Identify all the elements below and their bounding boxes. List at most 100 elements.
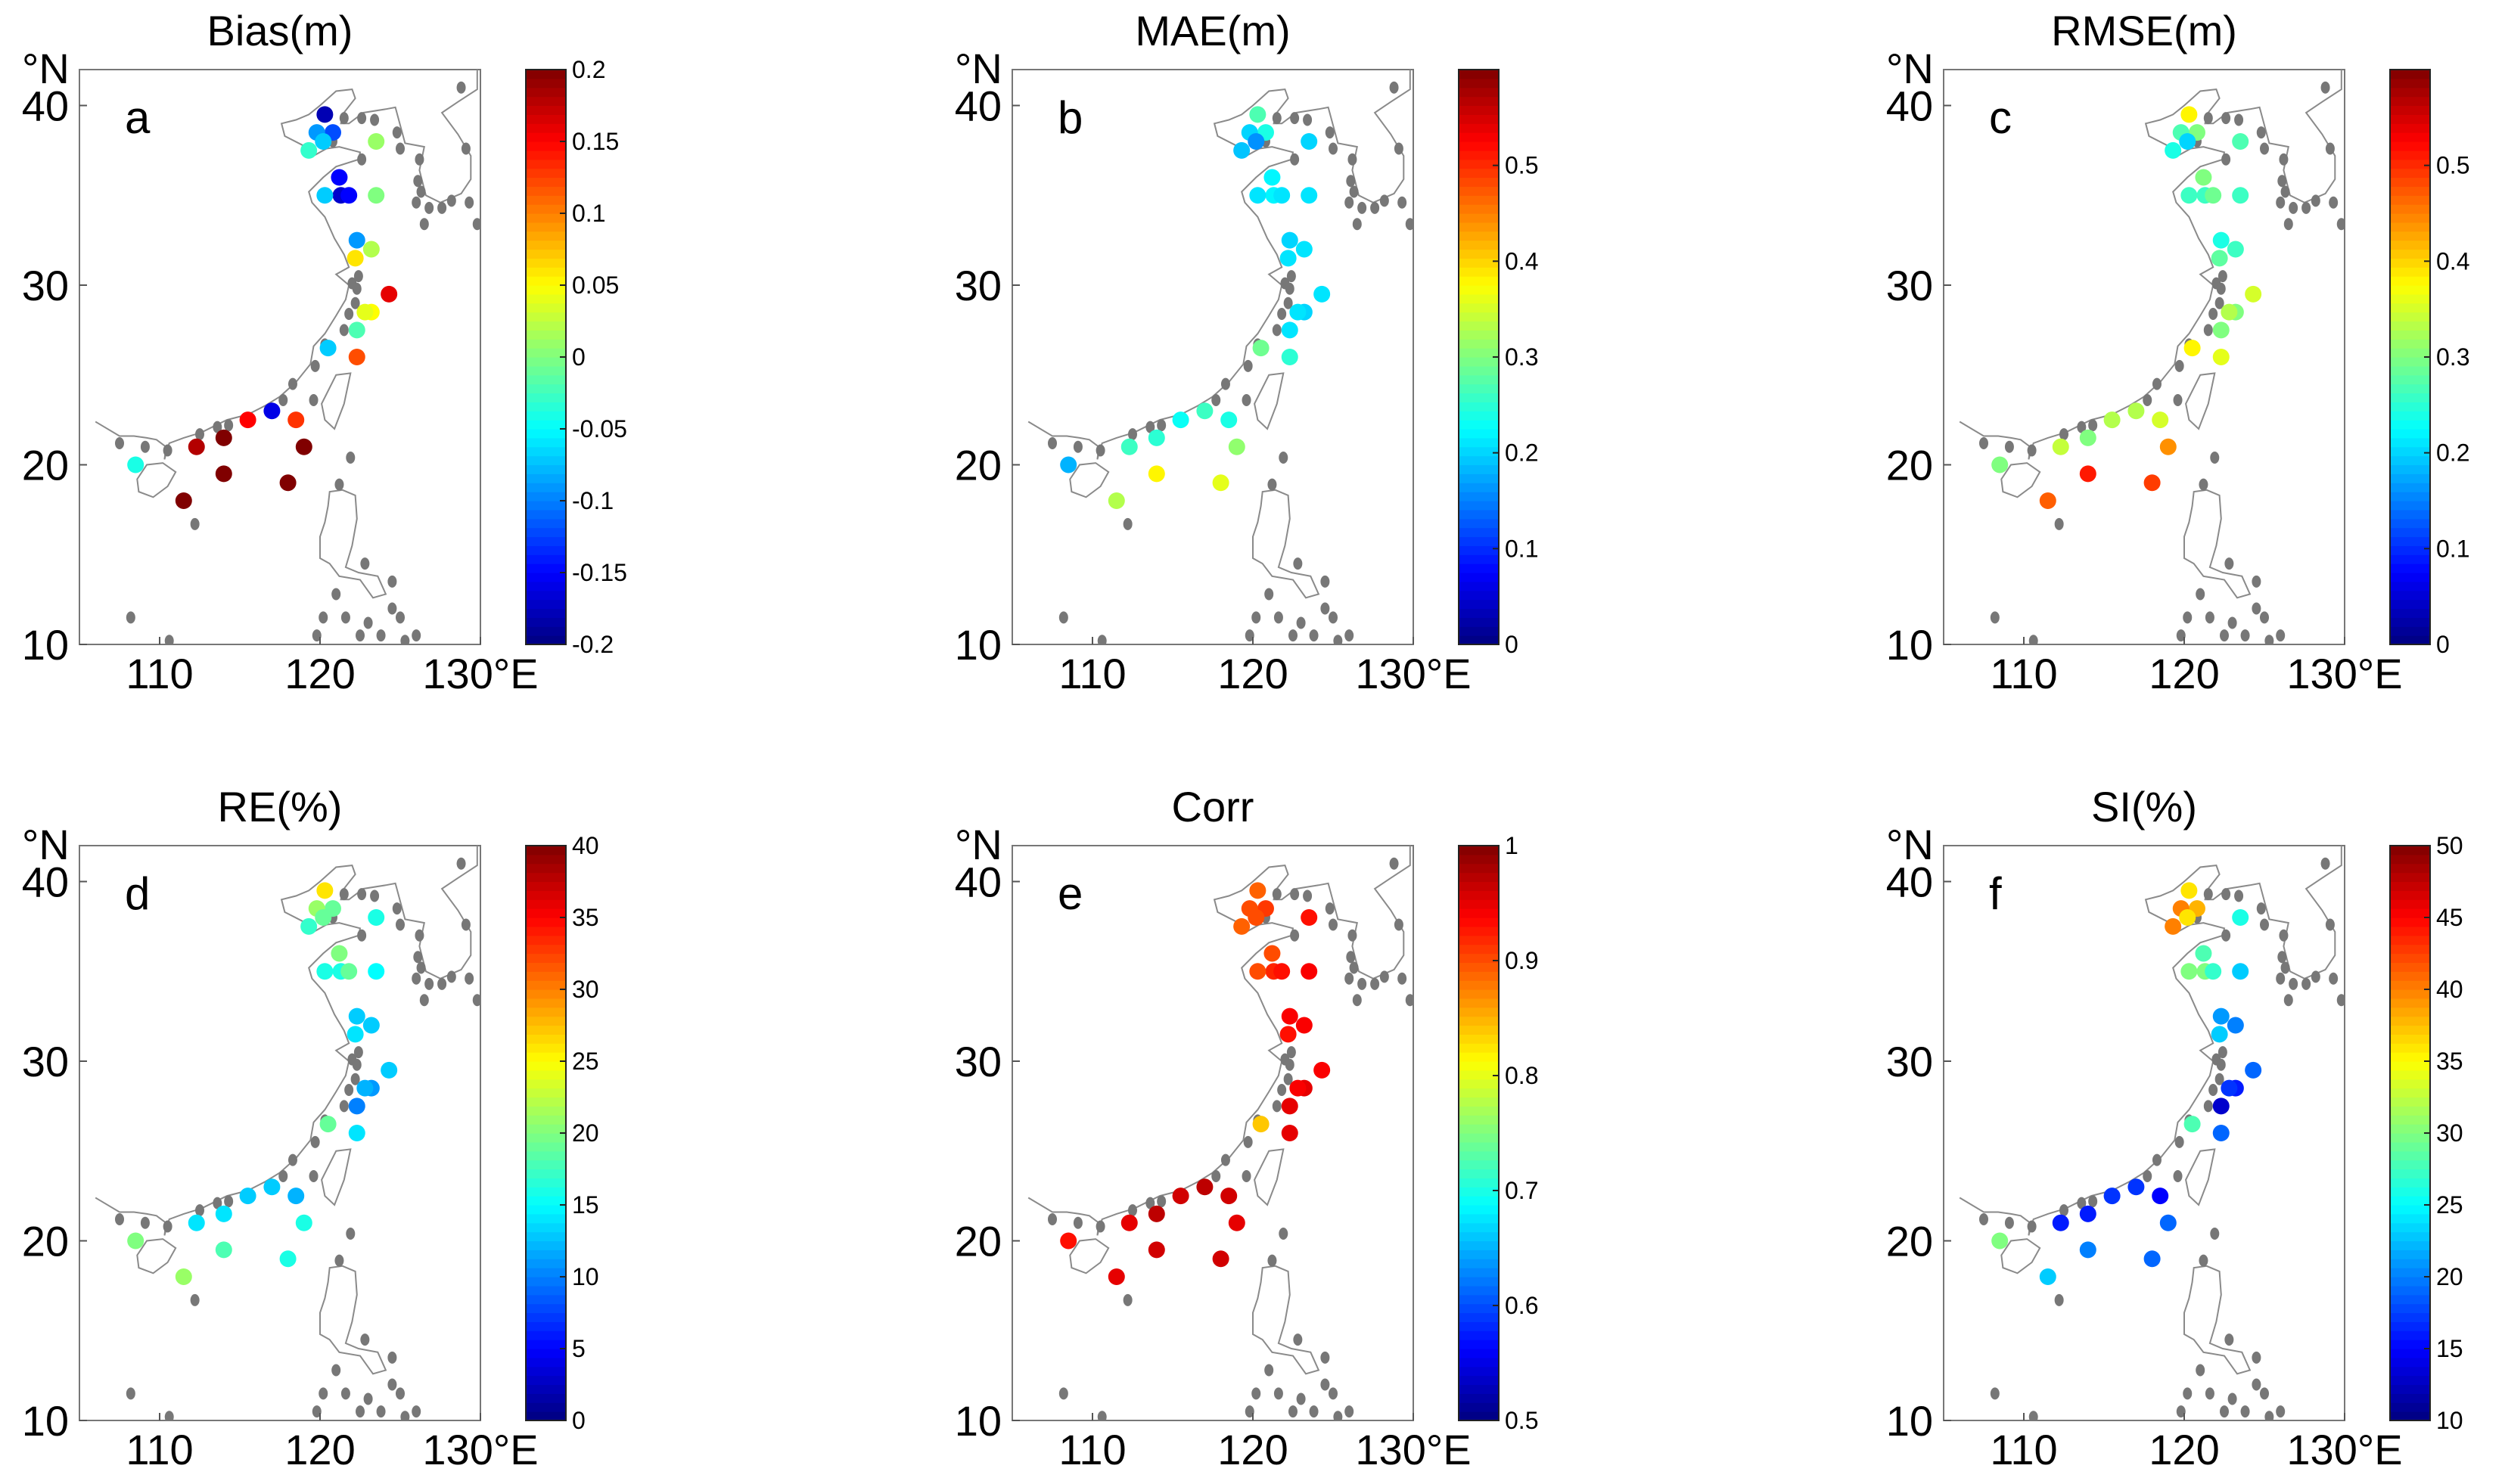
colorbar-segment (1459, 1124, 1499, 1134)
colorbar-segment (526, 917, 566, 927)
colorbar-segment (526, 240, 566, 250)
colorbar-segment (526, 1259, 566, 1268)
island-marker (1145, 421, 1155, 433)
colorbar-segment (2390, 365, 2430, 376)
island-marker (1394, 142, 1403, 155)
colorbar-segment (526, 1222, 566, 1233)
colorbar-segment (1459, 1088, 1499, 1098)
island-marker (1349, 185, 1359, 198)
colorbar-segment (2390, 1097, 2430, 1107)
station-point (1991, 456, 2009, 473)
island-marker (164, 635, 174, 644)
colorbar-segment (526, 908, 566, 918)
island-marker (2203, 324, 2213, 337)
island-marker (387, 1378, 397, 1391)
colorbar-segment (1459, 1366, 1499, 1377)
colorbar-tick-label: 10 (2436, 1407, 2463, 1434)
island-marker (312, 629, 322, 642)
colorbar-segment (1459, 1196, 1499, 1206)
island-marker (319, 1387, 328, 1400)
island-marker (1357, 977, 1367, 990)
station-point (1233, 141, 1251, 159)
island-marker (2280, 961, 2290, 974)
island-marker (287, 1153, 297, 1166)
colorbar-segment (2390, 105, 2430, 115)
lat-unit-label: °N (1886, 821, 1934, 868)
station-point (1220, 1188, 1238, 1205)
colorbar-tick-label: 0 (572, 1407, 586, 1434)
island-marker (400, 1411, 410, 1420)
colorbar-segment (1459, 1115, 1499, 1125)
colorbar-segment (526, 411, 566, 421)
colorbar-segment (526, 150, 566, 160)
station-point (1263, 945, 1281, 962)
colorbar-segment (1459, 339, 1499, 349)
colorbar-segment (526, 935, 566, 945)
island-marker (1272, 1100, 1282, 1113)
colorbar-segment (1459, 617, 1499, 627)
coastline-layer (1959, 846, 2345, 1420)
island-marker (1333, 635, 1343, 644)
lat-unit-label: °N (22, 821, 70, 868)
colorbar-segment (526, 581, 566, 591)
station-point (2205, 187, 2222, 204)
colorbar-segment (2390, 231, 2430, 241)
island-marker (1242, 394, 1251, 406)
colorbar-segment (526, 1025, 566, 1035)
x-tick-label: 120 (284, 1426, 355, 1473)
colorbar-segment (526, 321, 566, 331)
island-marker (164, 1411, 174, 1420)
island-marker (412, 196, 421, 209)
colorbar-segment (526, 455, 566, 466)
island-marker (1325, 126, 1335, 139)
island-marker (419, 994, 429, 1007)
colorbar-segment (1459, 473, 1499, 483)
station-point (1228, 438, 1245, 455)
island-marker (1313, 1423, 1322, 1436)
colorbar-segment (2390, 1222, 2430, 1233)
station-point (1281, 1097, 1298, 1115)
island-marker (356, 1405, 365, 1418)
colorbar-segment (2390, 1025, 2430, 1035)
station-point (348, 231, 365, 249)
island-marker (387, 1351, 397, 1364)
island-marker (190, 1293, 200, 1306)
y-tick-label: 40 (22, 858, 69, 906)
island-marker (346, 452, 356, 464)
station-point (2205, 963, 2222, 980)
island-marker (2028, 1411, 2038, 1420)
island-marker (1283, 1073, 1293, 1085)
station-point (1220, 411, 1238, 429)
island-marker (2152, 377, 2162, 390)
colorbar-segment (526, 312, 566, 322)
island-marker (2264, 635, 2274, 644)
station-point (1060, 456, 1077, 473)
colorbar-segment (1459, 123, 1499, 133)
colorbar-segment (1459, 590, 1499, 601)
colorbar-segment (2390, 492, 2430, 501)
colorbar-segment (2390, 872, 2430, 883)
station-point (2180, 963, 2198, 980)
island-marker (1979, 1213, 1988, 1225)
island-marker (310, 359, 320, 372)
colorbar-tick-label: 50 (2436, 832, 2463, 859)
station-point (1249, 106, 1266, 123)
island-marker (340, 611, 350, 624)
island-marker (2277, 951, 2287, 964)
colorbar-segment (526, 573, 566, 582)
island-marker (350, 296, 360, 309)
station-point (347, 250, 364, 267)
colorbar-segment (1459, 446, 1499, 457)
y-tick-label: 30 (1886, 1038, 1933, 1085)
y-tick-label: 10 (22, 1397, 69, 1445)
colorbar-segment (2390, 276, 2430, 286)
colorbar-segment (526, 1231, 566, 1242)
island-marker (1157, 419, 1167, 432)
colorbar-segment (2390, 293, 2430, 304)
colorbar-segment (526, 222, 566, 232)
colorbar-segment (2390, 402, 2430, 411)
station-point (2103, 411, 2121, 429)
coastline-luzon (1252, 1265, 1320, 1375)
colorbar-segment (2390, 917, 2430, 927)
colorbar-segment (526, 374, 566, 385)
